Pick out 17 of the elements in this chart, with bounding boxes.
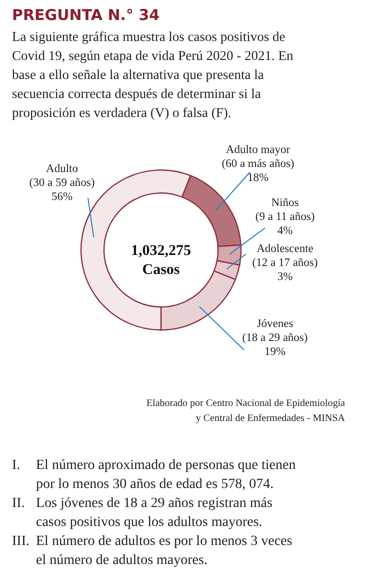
data-label: 19%: [264, 346, 286, 358]
chart-title: PREGUNTA N.° 34: [12, 6, 160, 24]
slice-label: Adolescente (12 a 17 años): [252, 243, 318, 269]
text: 1,032,275 Casos: [131, 243, 191, 278]
slice-label: Adulto (30 a 59 años): [29, 163, 95, 189]
slice-label: Jóvenes (18 a 29 años): [242, 318, 308, 344]
data-label: 18%: [247, 172, 269, 184]
data-label: 4%: [277, 225, 294, 237]
data-label: 3%: [277, 271, 294, 283]
text: Elaborado por Centro Nacional de Epidemiología y Central de Enfermedades - MINSA: [146, 398, 346, 424]
slice-label: Niños (9 a 11 años): [255, 197, 315, 223]
slice-label: Adulto mayor (60 a más años): [222, 144, 294, 170]
text: II. Los jóvenes de 18 a 29 años registran más casos positivos que los adultos mayores.: [12, 496, 272, 530]
text: III. El número de adultos es por lo menos 3 veces el número de adultos mayores.: [12, 534, 292, 568]
chart-subtitle: La siguiente gráfica muestra los casos positivos de Covid 19, según etapa de vida Perú 2020 - 2021. En base a ello señale la alternativa que presenta la secuencia correcta después de determinar si la proposición es verdadera (V) o falsa (F).: [12, 29, 294, 120]
text: I. El número aproximado de personas que tienen por lo menos 30 años de edad es 578, 074.: [12, 458, 296, 492]
data-label: 56%: [51, 191, 73, 203]
